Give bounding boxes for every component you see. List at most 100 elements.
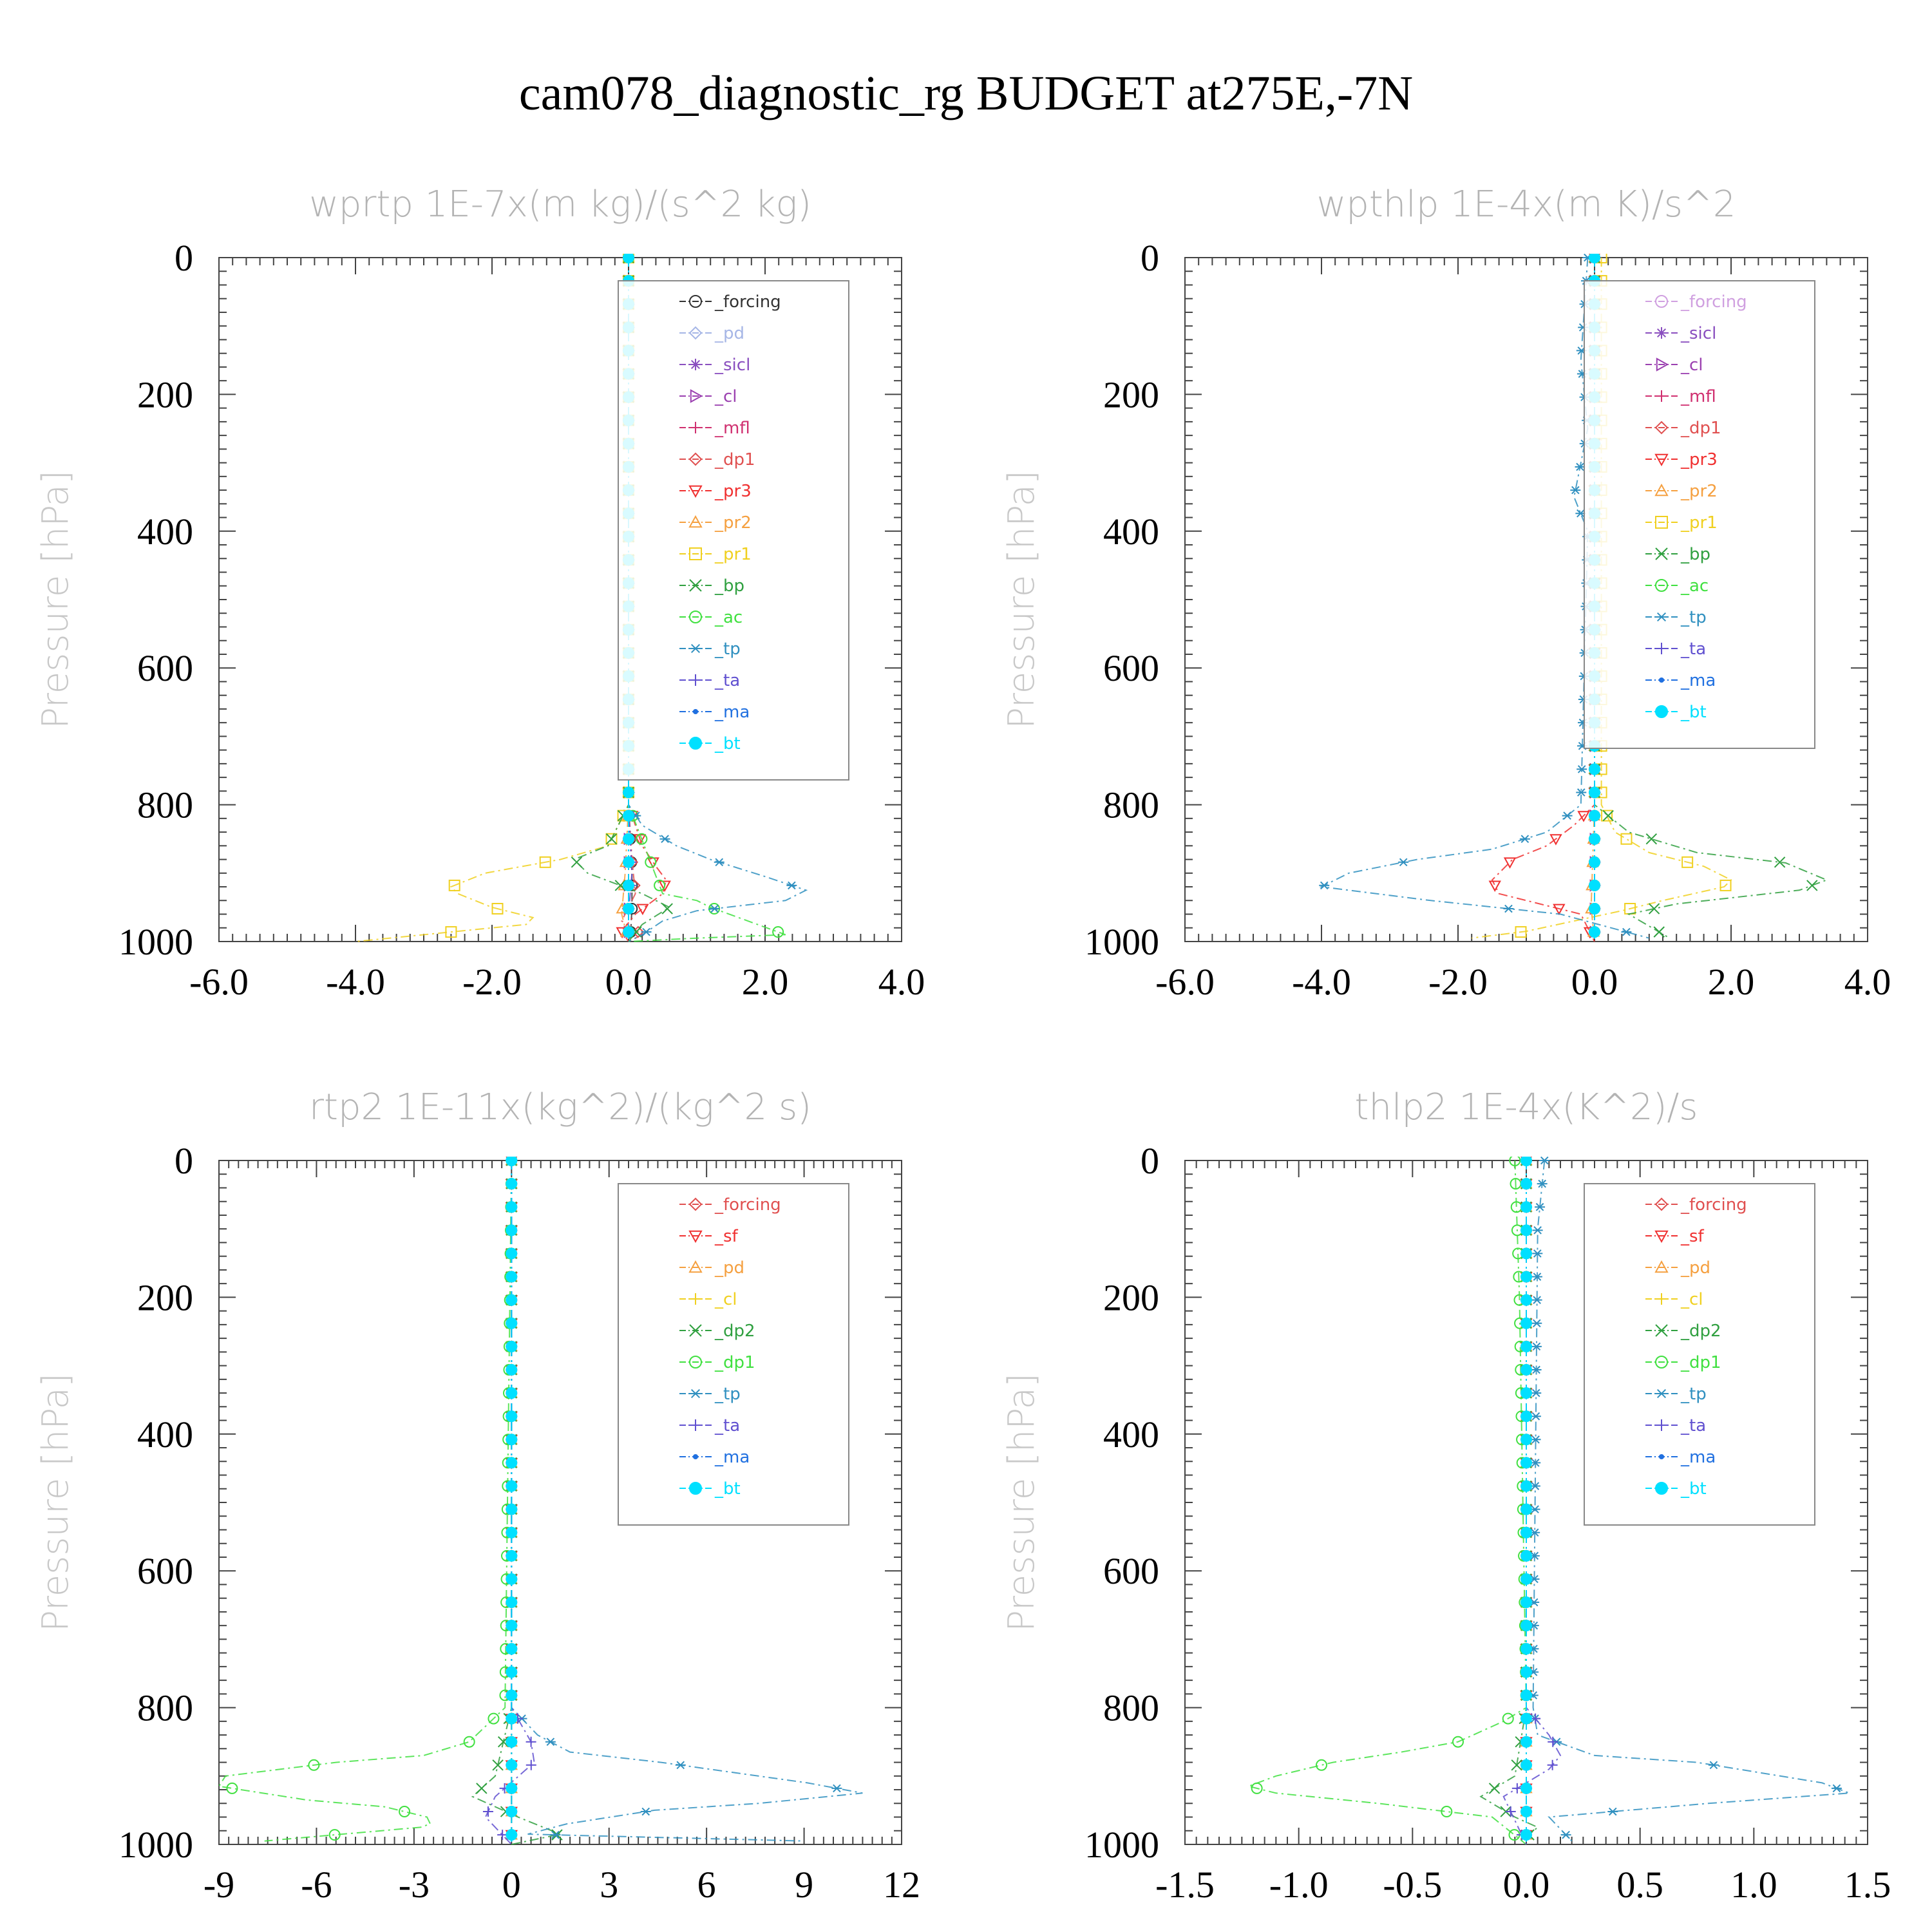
data-point — [1452, 1736, 1464, 1748]
data-point — [482, 1806, 493, 1817]
data-point — [623, 856, 634, 868]
panel-4: thlp2 1E-4x(K^2)/s Pressure [hPa] 0 200 400 6… — [1001, 1086, 1891, 1906]
legend-entry: _ma — [1680, 1448, 1716, 1467]
y-tick-label: 400 — [1103, 511, 1159, 553]
legend-marker — [1656, 1293, 1667, 1305]
legend-marker — [689, 295, 702, 308]
legend-marker — [690, 1419, 701, 1431]
data-point — [1620, 833, 1633, 845]
data-point — [491, 903, 504, 915]
data-point — [1562, 811, 1573, 820]
legend-entry: _ta — [714, 671, 740, 690]
y-tick-label: 1000 — [118, 1824, 193, 1866]
y-tick-label: 0 — [1141, 1140, 1159, 1182]
data-point — [1532, 1226, 1543, 1235]
series-line-pr2 — [1590, 258, 1595, 942]
data-point — [506, 1434, 518, 1446]
legend-marker — [1656, 327, 1667, 339]
x-tick-label: -4.0 — [326, 961, 385, 1003]
y-axis-label: Pressure [hPa] — [1001, 1373, 1043, 1632]
y-tick-label: 0 — [175, 237, 193, 279]
data-point — [1531, 1296, 1542, 1304]
data-point — [1548, 1736, 1558, 1747]
data-point — [1520, 1620, 1532, 1632]
y-tick-label: 1000 — [118, 921, 193, 963]
data-point — [1520, 1410, 1532, 1423]
data-point — [1520, 1157, 1532, 1166]
legend-entry: _bp — [1680, 545, 1710, 564]
series-line-tp — [628, 258, 808, 942]
x-tick-label: 0.0 — [1571, 961, 1618, 1003]
data-point — [1531, 1365, 1542, 1374]
data-point — [641, 927, 652, 936]
x-tick-label: -9 — [204, 1864, 234, 1906]
data-point — [1570, 486, 1581, 495]
data-point — [550, 1830, 561, 1839]
data-point — [1601, 810, 1613, 822]
y-tick-label: 800 — [1103, 1687, 1159, 1729]
legend-entry: _bt — [714, 1479, 741, 1499]
data-point — [659, 835, 670, 844]
y-tick-label: 600 — [137, 647, 193, 689]
legend-entry: _pd — [714, 1258, 744, 1278]
legend-marker — [1655, 547, 1668, 560]
data-point — [506, 1666, 518, 1678]
data-point — [1520, 1806, 1532, 1818]
x-tick-label: 0.5 — [1616, 1864, 1663, 1906]
data-point — [488, 1712, 500, 1725]
x-tick-label: -6.0 — [1155, 961, 1215, 1003]
legend-entry: _mfl — [1680, 387, 1716, 406]
legend-marker — [692, 708, 699, 715]
data-point — [1503, 904, 1514, 913]
series-line-bp — [573, 258, 671, 942]
data-point — [1653, 926, 1665, 938]
legend-entry: _ta — [1680, 639, 1706, 659]
y-tick-label: 0 — [175, 1140, 193, 1182]
legend-marker — [1654, 1260, 1669, 1273]
series-line-pr3 — [1491, 258, 1595, 942]
data-point — [1520, 1178, 1532, 1190]
legend-marker — [1655, 1482, 1668, 1495]
legend-entry: _ac — [714, 608, 743, 627]
legend-entry: _ma — [1680, 671, 1716, 690]
legend-marker — [1654, 1230, 1669, 1244]
legend-marker — [1655, 1356, 1668, 1368]
data-point — [1502, 1712, 1514, 1725]
y-tick-label: 600 — [1103, 647, 1159, 689]
legend-entry: _tp — [1680, 608, 1707, 627]
data-point — [1602, 810, 1614, 822]
data-point — [1531, 1388, 1542, 1397]
data-point — [1511, 1759, 1522, 1771]
y-tick-label: 1000 — [1084, 921, 1159, 963]
legend-entry: _dp2 — [1680, 1321, 1721, 1341]
data-point — [640, 1807, 651, 1816]
data-point — [539, 856, 551, 868]
legend-marker — [1656, 612, 1667, 622]
panel-2: wpthlp 1E-4x(m K)/s^2 Pressure [hPa] 0 200 4… — [1001, 184, 1891, 1003]
legend-marker — [690, 674, 701, 686]
data-point — [1520, 1829, 1532, 1841]
data-point — [506, 1157, 518, 1166]
data-point — [1520, 1480, 1532, 1492]
legend-entry: _bt — [1680, 1479, 1707, 1499]
data-point — [1520, 1201, 1532, 1213]
legend-entry: _pr1 — [714, 545, 752, 564]
data-point — [1831, 1784, 1842, 1793]
data-point — [709, 904, 720, 913]
data-point — [1531, 1319, 1542, 1328]
data-point — [1774, 857, 1786, 868]
data-point — [506, 1457, 518, 1469]
y-tick-label: 200 — [1103, 374, 1159, 415]
legend-marker — [688, 515, 703, 528]
data-point — [1681, 856, 1694, 868]
legend: _forcing _pd _sicl _cl _mfl _dp1 _pr3 _pr2 _pr1 _… — [618, 280, 849, 781]
legend-box — [1584, 1183, 1815, 1526]
data-point — [1398, 858, 1409, 867]
y-axis-label: Pressure [hPa] — [35, 1373, 77, 1632]
data-point — [636, 833, 648, 845]
legend-entry: _cl — [1680, 355, 1703, 375]
data-point — [1441, 1806, 1453, 1818]
legend-entry: _tp — [714, 639, 741, 659]
legend-entry: _sf — [1680, 1227, 1705, 1246]
y-tick-label: 1000 — [1084, 1824, 1159, 1866]
